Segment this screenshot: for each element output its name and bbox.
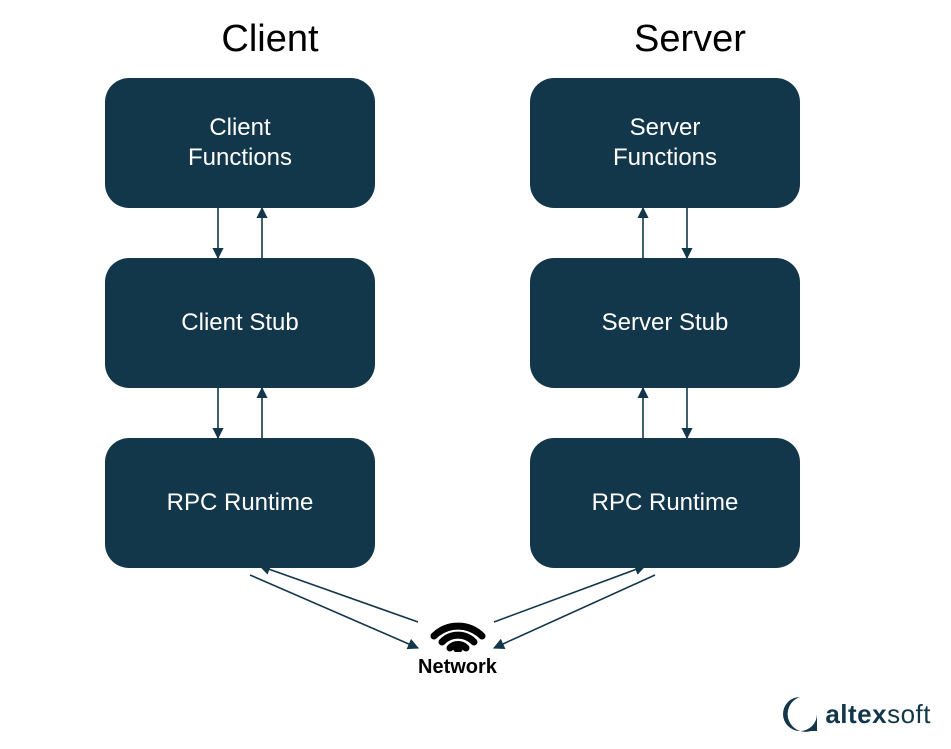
node-label: RPC Runtime [592, 488, 739, 518]
brand-logo: altexsoft [781, 695, 931, 733]
node-client-rpc: RPC Runtime [105, 438, 375, 568]
node-label: Server Stub [602, 308, 729, 338]
brand-logo-icon [781, 695, 819, 733]
brand-logo-text: altexsoft [825, 699, 931, 730]
client-title: Client [120, 18, 420, 61]
arrow-network-to-client-rpc [260, 566, 418, 622]
node-server-rpc: RPC Runtime [530, 438, 800, 568]
node-label: ServerFunctions [613, 113, 717, 173]
node-server-functions: ServerFunctions [530, 78, 800, 208]
arrow-server-rpc-to-network [494, 575, 655, 648]
server-title: Server [540, 18, 840, 61]
arrow-network-to-server-rpc [494, 566, 645, 622]
node-label: Client Stub [181, 308, 298, 338]
node-client-functions: ClientFunctions [105, 78, 375, 208]
node-server-stub: Server Stub [530, 258, 800, 388]
diagram-canvas: Client Server ClientFunctions Client Stu… [0, 0, 951, 749]
node-label: RPC Runtime [167, 488, 314, 518]
network-icon [428, 596, 488, 657]
arrow-client-rpc-to-network [250, 575, 418, 648]
node-client-stub: Client Stub [105, 258, 375, 388]
node-label: ClientFunctions [188, 113, 292, 173]
network-label: Network [418, 656, 497, 679]
